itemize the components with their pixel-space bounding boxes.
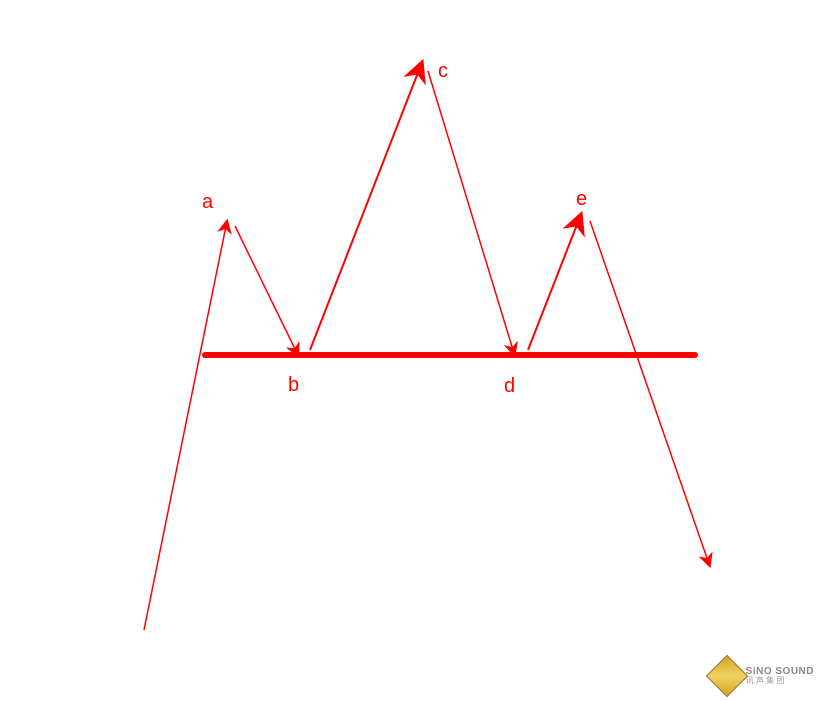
watermark-text: SiNO SOUND 讯 声 集 团: [746, 667, 814, 685]
watermark-sub-text: 讯 声 集 团: [746, 677, 814, 685]
segment-e-to-break: [590, 221, 708, 561]
segment-a-to-b: [235, 226, 296, 351]
label-a: a: [202, 191, 213, 214]
diagram-container: a b c d e: [0, 0, 824, 701]
segment-initial-rise: [144, 226, 226, 630]
segment-d-to-e: [528, 222, 578, 350]
segment-c-to-d: [428, 71, 513, 350]
label-b: b: [288, 374, 299, 397]
label-c: c: [438, 60, 448, 83]
pattern-diagram: [0, 0, 824, 701]
label-e: e: [576, 188, 587, 211]
label-d: d: [504, 375, 515, 398]
watermark: SiNO SOUND 讯 声 集 团: [712, 661, 814, 691]
segment-b-to-c: [310, 70, 419, 350]
watermark-logo-icon: [705, 655, 747, 697]
